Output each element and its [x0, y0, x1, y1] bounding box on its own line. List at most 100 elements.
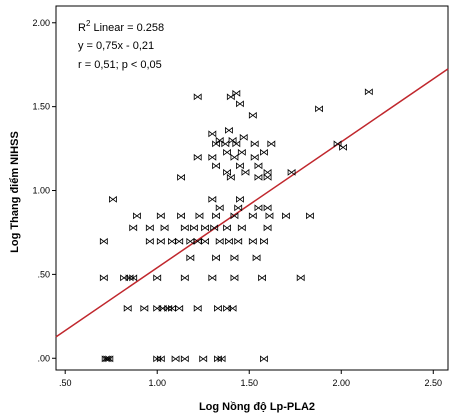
data-point: ⋈: [230, 273, 240, 284]
data-point: ⋈: [163, 303, 173, 314]
data-point: ⋈: [305, 211, 315, 222]
data-point: ⋈: [123, 303, 133, 314]
data-point: ⋈: [176, 211, 186, 222]
data-point: ⋈: [207, 152, 217, 163]
data-point: ⋈: [222, 168, 232, 179]
data-point: ⋈: [248, 111, 258, 122]
data-point: ⋈: [228, 136, 238, 147]
data-point: ⋈: [211, 211, 221, 222]
data-point: ⋈: [145, 223, 155, 234]
data-point: ⋈: [253, 161, 263, 172]
data-point: ⋈: [263, 203, 273, 214]
data-point: ⋈: [200, 236, 210, 247]
data-point: ⋈: [250, 152, 260, 163]
data-point: ⋈: [228, 303, 238, 314]
data-point: ⋈: [215, 203, 225, 214]
data-point: ⋈: [180, 354, 190, 365]
x-tick-label: 2.50: [425, 378, 443, 388]
data-point: ⋈: [263, 168, 273, 179]
y-tick-label: .00: [37, 353, 50, 363]
data-point: ⋈: [104, 354, 114, 365]
data-point: ⋈: [152, 303, 162, 314]
data-point: ⋈: [185, 236, 195, 247]
data-point: ⋈: [193, 303, 203, 314]
x-tick-label: 1.00: [148, 378, 166, 388]
data-point: ⋈: [281, 211, 291, 222]
data-point: ⋈: [296, 273, 306, 284]
data-point: ⋈: [259, 147, 269, 158]
data-point: ⋈: [222, 147, 232, 158]
data-point: ⋈: [338, 142, 348, 153]
data-point: ⋈: [237, 223, 247, 234]
data-point: ⋈: [235, 99, 245, 110]
data-point: ⋈: [158, 303, 168, 314]
data-point: ⋈: [152, 273, 162, 284]
data-point: ⋈: [215, 136, 225, 147]
data-point: ⋈: [235, 161, 245, 172]
data-point: ⋈: [224, 126, 234, 137]
data-point: ⋈: [119, 273, 129, 284]
data-point: ⋈: [224, 236, 234, 247]
fit-line: [55, 68, 449, 338]
data-point: ⋈: [125, 273, 135, 284]
data-point: ⋈: [259, 236, 269, 247]
data-point: ⋈: [145, 236, 155, 247]
data-point: ⋈: [248, 236, 258, 247]
data-point: ⋈: [213, 303, 223, 314]
data-point: ⋈: [257, 273, 267, 284]
data-point: ⋈: [209, 223, 219, 234]
annotation-box: R2 Linear = 0.258 y = 0,75x - 0,21 r = 0…: [78, 19, 164, 71]
data-point: ⋈: [259, 354, 269, 365]
data-point: ⋈: [128, 273, 138, 284]
data-point: ⋈: [287, 168, 297, 179]
data-point: ⋈: [253, 203, 263, 214]
data-point: ⋈: [220, 139, 230, 150]
data-point: ⋈: [99, 273, 109, 284]
data-point: ⋈: [207, 194, 217, 205]
data-point: ⋈: [171, 354, 181, 365]
data-point: ⋈: [139, 303, 149, 314]
y-tick-label: 1.00: [32, 186, 50, 196]
x-tick-label: .50: [59, 378, 72, 388]
data-point: ⋈: [250, 139, 260, 150]
data-point: ⋈: [152, 354, 162, 365]
data-point: ⋈: [185, 253, 195, 264]
data-point: ⋈: [263, 223, 273, 234]
y-axis-title: Log Thang điểm NIHSS: [9, 131, 21, 253]
equation-annotation: y = 0,75x - 0,21: [78, 40, 154, 52]
data-point: ⋈: [132, 211, 142, 222]
data-point: ⋈: [156, 211, 166, 222]
data-point: ⋈: [226, 173, 236, 184]
data-point: ⋈: [222, 223, 232, 234]
data-point: ⋈: [264, 211, 274, 222]
data-point: ⋈: [263, 173, 273, 184]
data-point: ⋈: [233, 203, 243, 214]
data-point: ⋈: [235, 194, 245, 205]
data-point: ⋈: [193, 92, 203, 103]
data-point: ⋈: [237, 147, 247, 158]
data-point: ⋈: [189, 223, 199, 234]
data-point: ⋈: [252, 253, 262, 264]
x-axis-title: Log Nồng độ Lp-PLA2: [199, 401, 315, 413]
data-point: ⋈: [167, 236, 177, 247]
data-point: ⋈: [230, 211, 240, 222]
data-point: ⋈: [211, 161, 221, 172]
data-point: ⋈: [248, 211, 258, 222]
x-tick-label: 2.00: [332, 378, 350, 388]
data-point: ⋈: [207, 273, 217, 284]
data-point: ⋈: [101, 354, 111, 365]
data-point: ⋈: [193, 236, 203, 247]
data-point: ⋈: [230, 253, 240, 264]
data-point: ⋈: [160, 223, 170, 234]
data-point: ⋈: [176, 173, 186, 184]
y-tick-label: .50: [37, 269, 50, 279]
data-point: ⋈: [156, 354, 166, 365]
data-point: ⋈: [231, 89, 241, 100]
data-point: ⋈: [333, 139, 343, 150]
data-point: ⋈: [364, 87, 374, 98]
data-point: ⋈: [233, 236, 243, 247]
data-point: ⋈: [128, 223, 138, 234]
data-point: ⋈: [200, 223, 210, 234]
r2-annotation: R2 Linear = 0.258: [78, 19, 164, 34]
